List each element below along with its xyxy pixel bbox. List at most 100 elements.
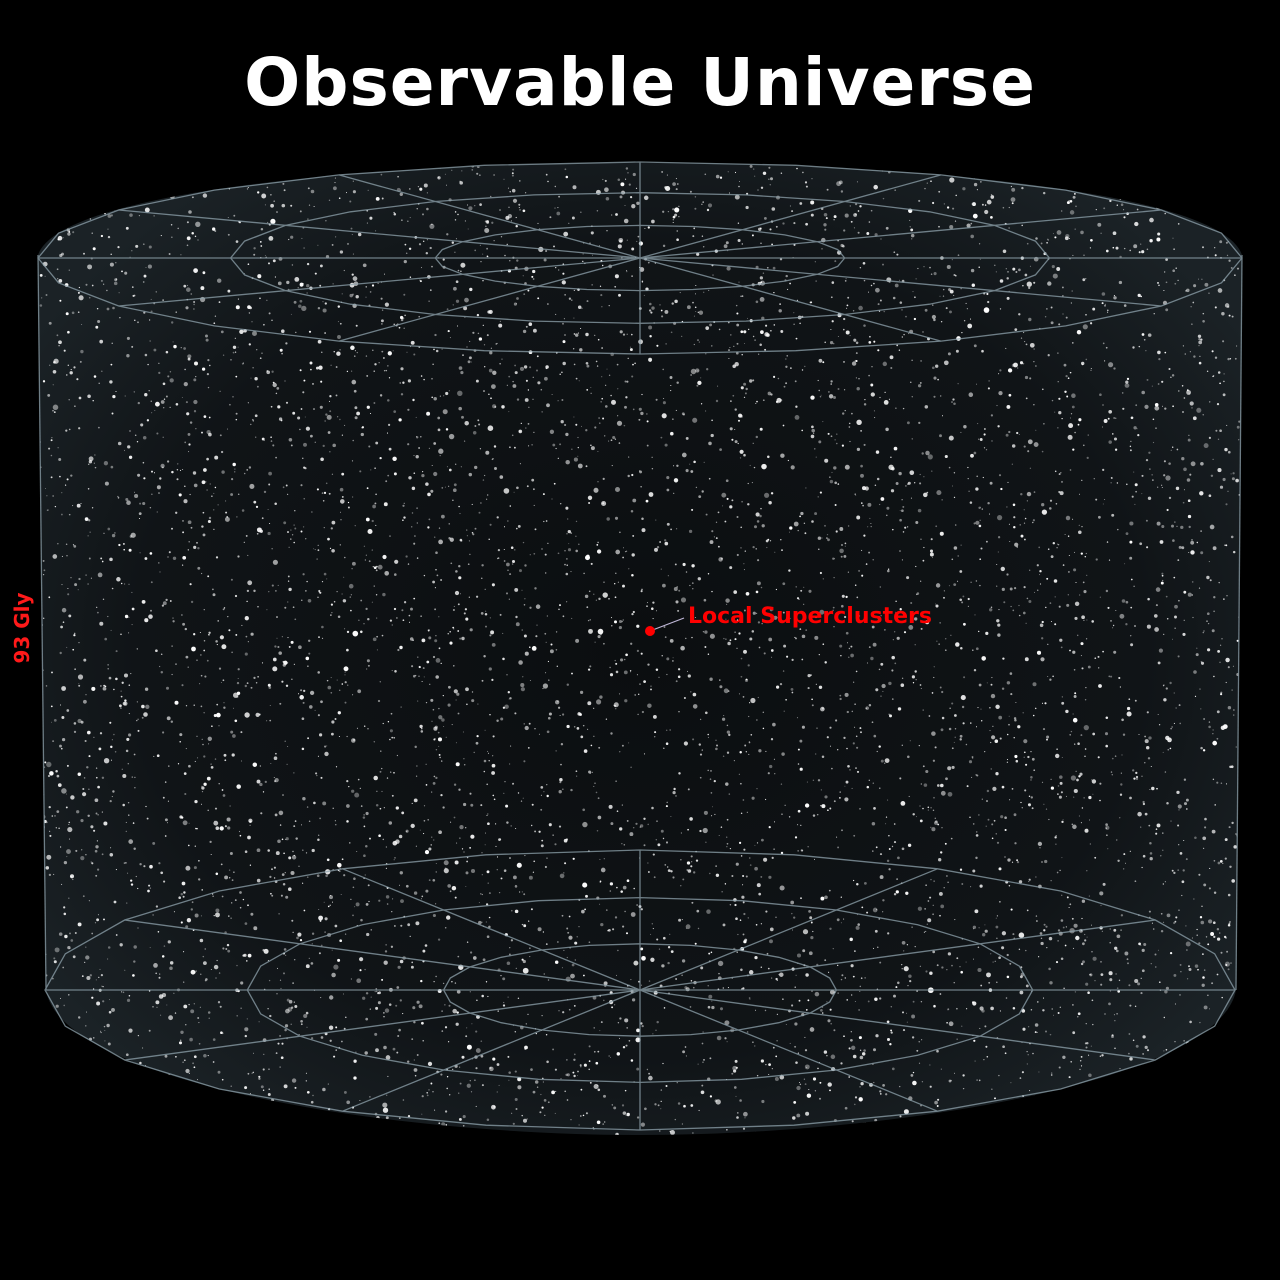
galaxy-dot bbox=[1186, 949, 1188, 951]
galaxy-dot bbox=[248, 818, 253, 823]
galaxy-dot bbox=[94, 798, 99, 803]
galaxy-dot bbox=[137, 718, 139, 720]
galaxy-dot bbox=[166, 1004, 168, 1006]
galaxy-dot bbox=[566, 956, 568, 959]
galaxy-dot bbox=[47, 393, 51, 397]
galaxy-dot bbox=[617, 949, 619, 952]
galaxy-dot bbox=[1047, 548, 1050, 550]
galaxy-dot bbox=[1175, 916, 1178, 919]
galaxy-dot bbox=[202, 193, 208, 198]
galaxy-dot bbox=[572, 857, 575, 860]
galaxy-dot bbox=[1164, 881, 1166, 883]
galaxy-dot bbox=[730, 400, 732, 402]
galaxy-dot bbox=[335, 766, 338, 768]
galaxy-dot bbox=[353, 169, 355, 171]
galaxy-dot bbox=[1185, 941, 1191, 947]
galaxy-dot bbox=[635, 822, 638, 825]
galaxy-dot bbox=[54, 505, 57, 508]
galaxy-dot bbox=[193, 545, 197, 549]
galaxy-dot bbox=[45, 191, 48, 193]
galaxy-dot bbox=[184, 627, 187, 631]
galaxy-dot bbox=[156, 197, 158, 200]
galaxy-dot bbox=[903, 333, 905, 336]
galaxy-dot bbox=[1050, 1074, 1053, 1076]
galaxy-dot bbox=[897, 856, 900, 860]
galaxy-dot bbox=[1061, 696, 1063, 698]
galaxy-dot bbox=[234, 899, 237, 901]
galaxy-dot bbox=[1177, 279, 1179, 282]
galaxy-dot bbox=[443, 395, 445, 397]
galaxy-dot bbox=[677, 609, 680, 612]
galaxy-dot bbox=[278, 913, 280, 915]
galaxy-dot bbox=[728, 793, 731, 795]
galaxy-dot bbox=[452, 626, 455, 629]
galaxy-dot bbox=[362, 996, 366, 1000]
galaxy-dot bbox=[284, 872, 286, 874]
galaxy-dot bbox=[1056, 871, 1059, 874]
galaxy-dot bbox=[1227, 490, 1229, 492]
galaxy-dot bbox=[131, 1100, 135, 1104]
galaxy-dot bbox=[506, 384, 508, 386]
galaxy-dot bbox=[66, 856, 68, 858]
galaxy-dot bbox=[1061, 756, 1063, 759]
galaxy-dot bbox=[755, 300, 759, 304]
galaxy-dot bbox=[884, 762, 886, 764]
galaxy-dot bbox=[530, 1068, 533, 1071]
galaxy-dot bbox=[414, 745, 417, 749]
galaxy-dot bbox=[271, 584, 274, 587]
galaxy-dot bbox=[564, 423, 567, 427]
galaxy-dot bbox=[1233, 845, 1237, 849]
galaxy-dot bbox=[469, 340, 471, 342]
galaxy-dot bbox=[324, 167, 326, 169]
galaxy-dot bbox=[1156, 177, 1161, 181]
galaxy-dot bbox=[469, 951, 473, 954]
galaxy-dot bbox=[577, 436, 579, 439]
galaxy-dot bbox=[519, 463, 521, 465]
galaxy-dot bbox=[1149, 468, 1151, 470]
galaxy-dot bbox=[1150, 765, 1152, 768]
galaxy-dot bbox=[632, 363, 634, 366]
galaxy-dot bbox=[104, 1040, 106, 1042]
galaxy-dot bbox=[413, 798, 418, 803]
galaxy-dot bbox=[619, 827, 623, 831]
galaxy-dot bbox=[959, 598, 963, 602]
galaxy-dot bbox=[1001, 687, 1005, 690]
galaxy-dot bbox=[264, 780, 267, 784]
galaxy-dot bbox=[407, 1114, 411, 1118]
galaxy-dot bbox=[853, 213, 857, 217]
galaxy-dot bbox=[447, 884, 452, 888]
galaxy-dot bbox=[88, 296, 91, 299]
galaxy-dot bbox=[1009, 587, 1013, 591]
galaxy-dot bbox=[239, 834, 242, 837]
galaxy-dot bbox=[423, 240, 425, 242]
galaxy-dot bbox=[482, 958, 486, 962]
galaxy-dot bbox=[321, 492, 324, 494]
galaxy-dot bbox=[983, 433, 986, 436]
galaxy-dot bbox=[1083, 254, 1085, 256]
galaxy-dot bbox=[770, 177, 773, 181]
galaxy-dot bbox=[123, 548, 126, 551]
galaxy-dot bbox=[805, 487, 807, 489]
galaxy-dot bbox=[820, 896, 825, 901]
galaxy-dot bbox=[1225, 503, 1228, 506]
galaxy-dot bbox=[715, 174, 720, 179]
galaxy-dot bbox=[560, 420, 564, 424]
galaxy-dot bbox=[333, 1055, 336, 1058]
galaxy-dot bbox=[939, 295, 941, 297]
galaxy-dot bbox=[577, 712, 581, 716]
galaxy-dot bbox=[970, 581, 972, 583]
galaxy-dot bbox=[717, 960, 724, 967]
galaxy-dot bbox=[87, 264, 93, 270]
galaxy-dot bbox=[354, 416, 358, 420]
galaxy-dot bbox=[153, 215, 155, 217]
galaxy-dot bbox=[590, 392, 592, 394]
galaxy-dot bbox=[752, 379, 755, 382]
galaxy-dot bbox=[597, 1050, 600, 1053]
galaxy-dot bbox=[416, 507, 418, 510]
galaxy-dot bbox=[111, 796, 113, 798]
galaxy-dot bbox=[306, 284, 310, 288]
galaxy-dot bbox=[176, 478, 179, 481]
galaxy-dot bbox=[92, 247, 96, 251]
galaxy-dot bbox=[860, 731, 862, 734]
galaxy-dot bbox=[691, 564, 695, 568]
